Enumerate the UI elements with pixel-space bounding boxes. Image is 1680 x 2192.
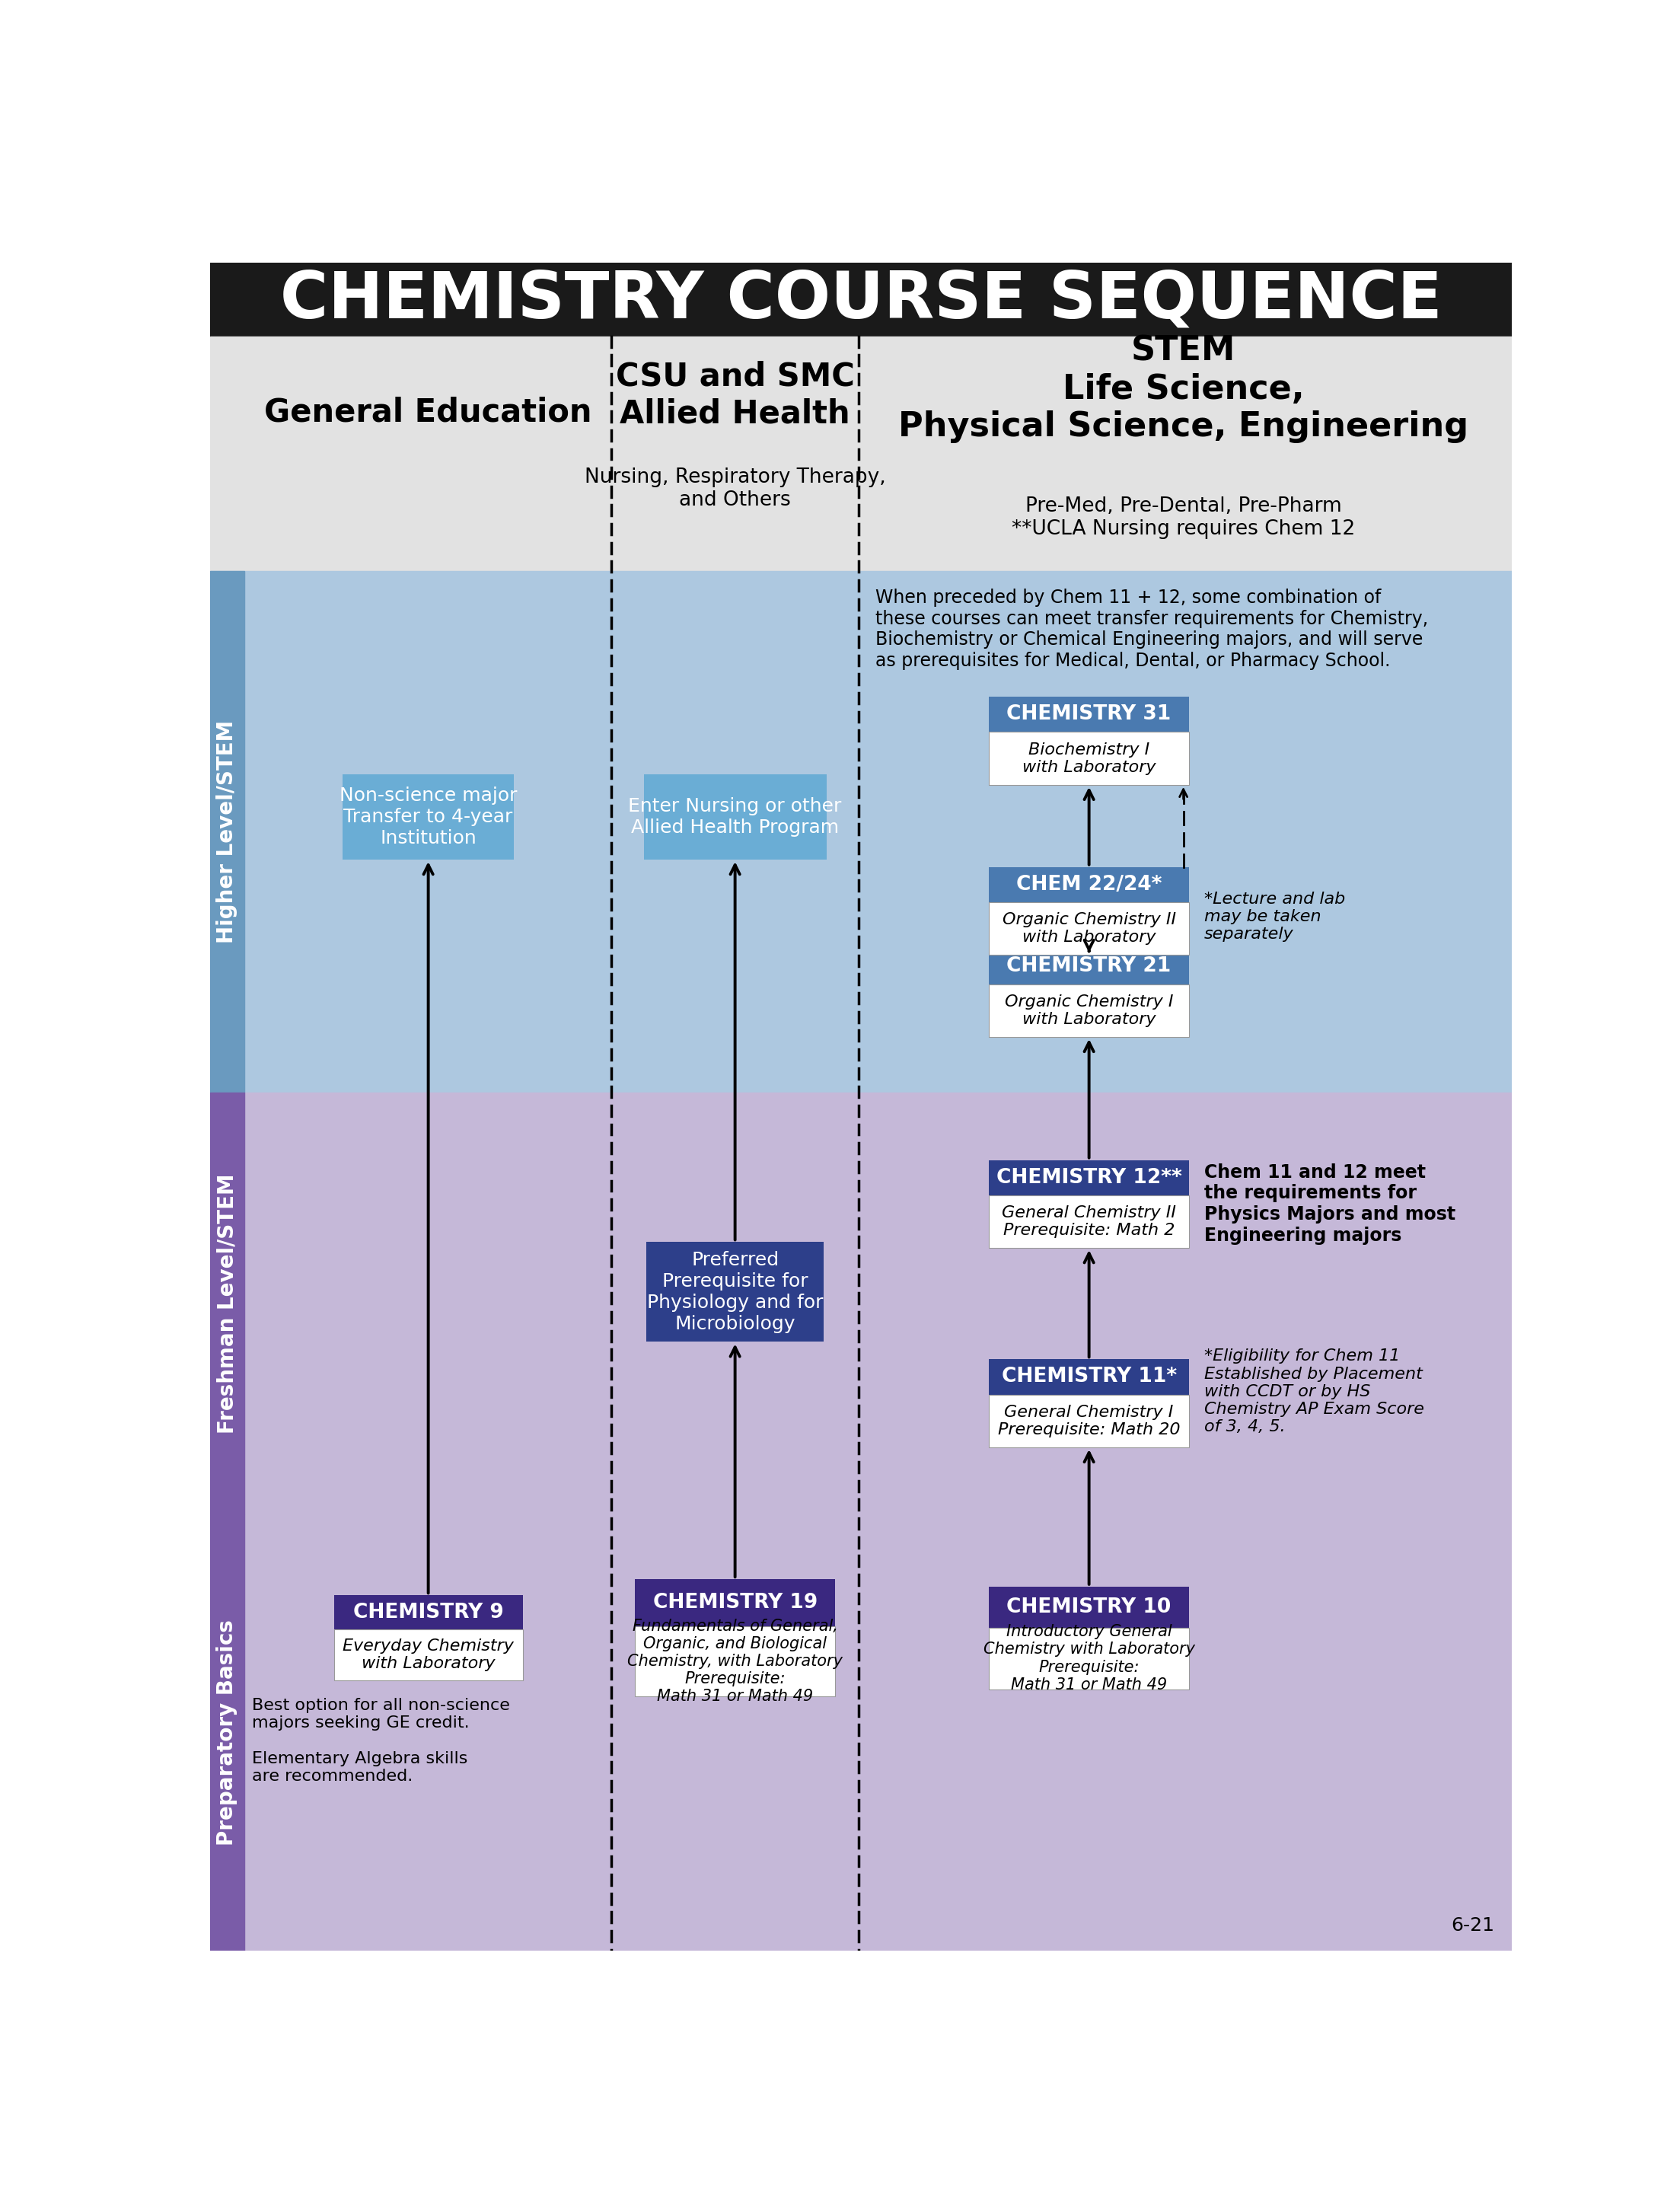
Bar: [990, 866, 1189, 903]
Bar: [210, 570, 244, 1092]
Text: Chem 11 and 12 meet
the requirements for
Physics Majors and most
Engineering maj: Chem 11 and 12 meet the requirements for…: [1205, 1164, 1455, 1245]
Text: CHEM 22/24*: CHEM 22/24*: [1016, 875, 1163, 894]
Text: *Eligibility for Chem 11
Established by Placement
with CCDT or by HS
Chemistry A: *Eligibility for Chem 11 Established by …: [1205, 1348, 1425, 1434]
Text: General Chemistry I
Prerequisite: Math 20: General Chemistry I Prerequisite: Math 2…: [998, 1405, 1179, 1438]
Bar: [210, 263, 1512, 335]
Text: General Education: General Education: [264, 397, 591, 427]
Text: CHEMISTRY 11*: CHEMISTRY 11*: [1001, 1368, 1176, 1388]
Text: Everyday Chemistry
with Laboratory: Everyday Chemistry with Laboratory: [343, 1637, 514, 1670]
Bar: [334, 1629, 522, 1681]
Bar: [210, 570, 1512, 1092]
Text: Organic Chemistry I
with Laboratory: Organic Chemistry I with Laboratory: [1005, 995, 1173, 1028]
Bar: [210, 1515, 244, 1951]
Bar: [210, 1092, 1512, 1515]
Text: CHEMISTRY 19: CHEMISTRY 19: [654, 1594, 818, 1613]
Bar: [343, 774, 514, 859]
Bar: [334, 1596, 522, 1629]
Bar: [990, 903, 1189, 956]
Text: STEM
Life Science,
Physical Science, Engineering: STEM Life Science, Physical Science, Eng…: [899, 335, 1468, 443]
Text: Best option for all non-science
majors seeking GE credit.

Elementary Algebra sk: Best option for all non-science majors s…: [252, 1699, 511, 1784]
Text: CHEMISTRY 10: CHEMISTRY 10: [1006, 1598, 1171, 1618]
Bar: [647, 1243, 823, 1342]
Text: CHEMISTRY COURSE SEQUENCE: CHEMISTRY COURSE SEQUENCE: [281, 267, 1441, 331]
Text: Biochemistry I
with Laboratory: Biochemistry I with Laboratory: [1021, 741, 1156, 776]
Bar: [990, 1626, 1189, 1690]
Text: Enter Nursing or other
Allied Health Program: Enter Nursing or other Allied Health Pro…: [628, 798, 842, 837]
Text: Freshman Level/STEM: Freshman Level/STEM: [217, 1173, 239, 1434]
Text: CHEMISTRY 9: CHEMISTRY 9: [353, 1602, 504, 1622]
Bar: [990, 1394, 1189, 1447]
Text: Fundamentals of General,
Organic, and Biological
Chemistry, with Laboratory
Prer: Fundamentals of General, Organic, and Bi…: [627, 1618, 843, 1703]
Bar: [990, 984, 1189, 1037]
Text: *Lecture and lab
may be taken
separately: *Lecture and lab may be taken separately: [1205, 892, 1346, 943]
Bar: [635, 1626, 835, 1697]
Text: CSU and SMC
Allied Health: CSU and SMC Allied Health: [615, 359, 855, 430]
Text: Organic Chemistry II
with Laboratory: Organic Chemistry II with Laboratory: [1003, 912, 1176, 945]
Bar: [990, 949, 1189, 984]
Text: Preparatory Basics: Preparatory Basics: [217, 1620, 239, 1846]
Bar: [990, 1195, 1189, 1247]
Text: General Chemistry II
Prerequisite: Math 2: General Chemistry II Prerequisite: Math …: [1001, 1206, 1176, 1238]
Bar: [990, 1160, 1189, 1195]
Text: 6-21: 6-21: [1452, 1916, 1494, 1936]
Text: Introductory General
Chemistry with Laboratory
Prerequisite:
Math 31 or Math 49: Introductory General Chemistry with Labo…: [983, 1624, 1194, 1692]
Text: When preceded by Chem 11 + 12, some combination of
these courses can meet transf: When preceded by Chem 11 + 12, some comb…: [875, 587, 1428, 671]
Text: Higher Level/STEM: Higher Level/STEM: [217, 721, 239, 943]
Text: CHEMISTRY 12**: CHEMISTRY 12**: [996, 1168, 1181, 1188]
Bar: [635, 1578, 835, 1626]
Bar: [990, 732, 1189, 785]
Bar: [210, 1092, 244, 1515]
Text: Pre-Med, Pre-Dental, Pre-Pharm
**UCLA Nursing requires Chem 12: Pre-Med, Pre-Dental, Pre-Pharm **UCLA Nu…: [1011, 498, 1356, 539]
Text: Nursing, Respiratory Therapy,
and Others: Nursing, Respiratory Therapy, and Others: [585, 467, 885, 511]
Text: CHEMISTRY 21: CHEMISTRY 21: [1006, 956, 1171, 975]
Text: CHEMISTRY 31: CHEMISTRY 31: [1006, 704, 1171, 723]
Bar: [990, 1587, 1189, 1626]
Bar: [990, 1359, 1189, 1394]
Bar: [210, 1515, 1512, 1951]
Text: Preferred
Prerequisite for
Physiology and for
Microbiology: Preferred Prerequisite for Physiology an…: [647, 1252, 823, 1333]
Bar: [643, 774, 827, 859]
Bar: [210, 335, 1512, 570]
Text: Non-science major
Transfer to 4-year
Institution: Non-science major Transfer to 4-year Ins…: [339, 787, 517, 848]
Bar: [990, 697, 1189, 732]
